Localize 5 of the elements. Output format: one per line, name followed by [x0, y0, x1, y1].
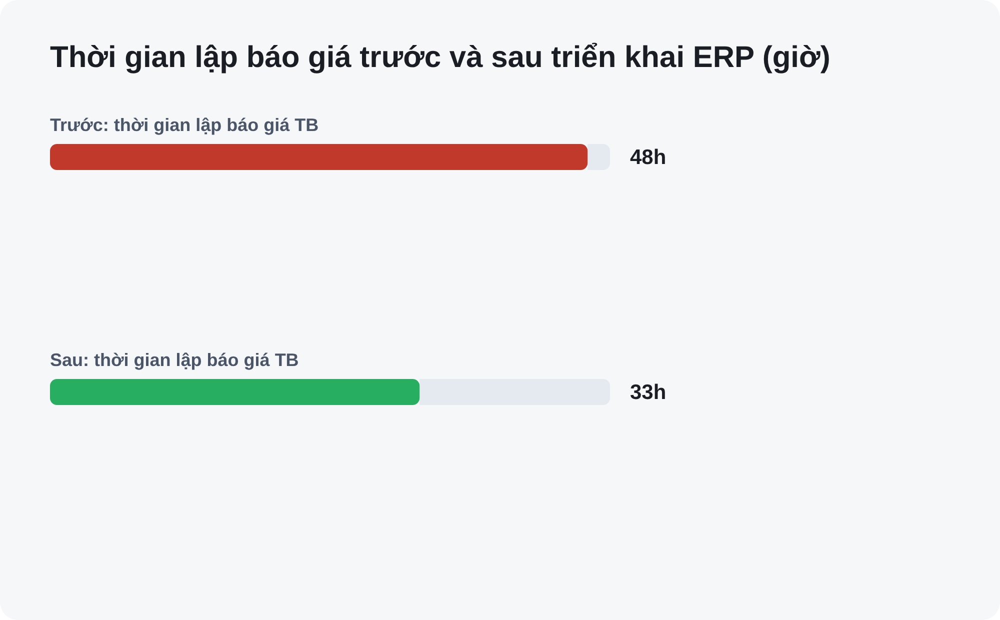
y-tick-label: Sau: thời gian lập báo giá TB	[50, 350, 299, 370]
data-label: 33h	[630, 381, 666, 404]
text: Thời gian lập báo giá trước và sau triển khai ERP (giờ)	[50, 41, 830, 74]
y-tick-label: Trước: thời gian lập báo giá TB	[50, 115, 319, 135]
data-label: 48h	[630, 146, 666, 169]
